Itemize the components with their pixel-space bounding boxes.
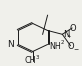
Text: N: N [63, 30, 69, 39]
Text: O: O [69, 24, 76, 33]
Text: N: N [8, 40, 14, 49]
Text: O: O [68, 42, 74, 51]
Text: CH: CH [24, 56, 36, 65]
Text: 3: 3 [36, 55, 39, 60]
Text: +: + [67, 34, 71, 39]
Text: −: − [73, 46, 79, 51]
Text: NH: NH [49, 42, 61, 51]
Text: 2: 2 [60, 40, 64, 45]
